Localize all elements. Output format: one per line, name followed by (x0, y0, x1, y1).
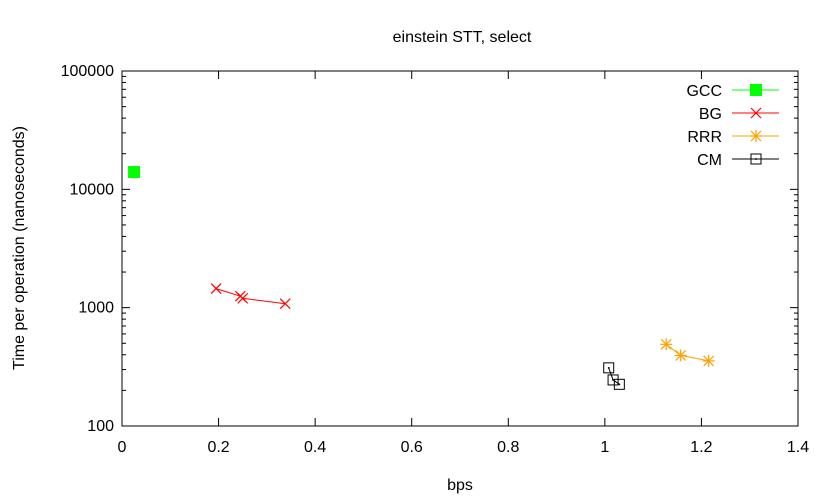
data-point (237, 292, 249, 304)
y-axis-label: Time per operation (nanoseconds) (11, 126, 28, 370)
x-tick-label: 1.4 (787, 439, 809, 456)
x-axis-label: bps (447, 477, 473, 494)
y-axis: 100 1000 10000 100000 (61, 63, 798, 435)
data-point (674, 349, 687, 362)
series-gcc (128, 166, 141, 179)
legend-marker (750, 107, 762, 119)
data-point (128, 166, 141, 179)
legend-label: CM (697, 152, 722, 169)
x-tick-label: 0.4 (304, 439, 326, 456)
y-tick-label: 1000 (78, 300, 114, 317)
x-tick-label: 1 (600, 439, 609, 456)
y-tick-label: 100000 (61, 63, 114, 80)
x-tick-label: 0.2 (207, 439, 229, 456)
y-tick-label: 10000 (70, 181, 115, 198)
x-tick-label: 0 (118, 439, 127, 456)
x-tick-label: 1.2 (690, 439, 712, 456)
y-tick-label: 100 (87, 418, 114, 435)
series-layer (128, 166, 715, 390)
series-cm (603, 362, 625, 390)
data-point (603, 362, 615, 374)
x-tick-label: 0.6 (401, 439, 423, 456)
plot-frame (121, 70, 799, 427)
series-rrr (660, 338, 715, 367)
legend-label: BG (699, 106, 722, 123)
legend-label: GCC (686, 83, 722, 100)
data-point (702, 354, 715, 367)
legend-marker (750, 153, 762, 165)
series-bg (210, 283, 291, 310)
data-point (279, 298, 291, 310)
legend-marker (750, 84, 762, 96)
legend-marker (750, 130, 762, 142)
chart-title: einstein STT, select (393, 29, 532, 46)
data-point (210, 283, 222, 294)
legend: GCC BG RRR CM (686, 83, 779, 169)
data-point (613, 378, 625, 390)
x-tick-label: 0.8 (497, 439, 519, 456)
series-line (665, 343, 709, 362)
series-line (216, 288, 286, 305)
legend-label: RRR (687, 129, 722, 146)
data-point (660, 338, 673, 351)
data-point (607, 374, 619, 386)
x-axis: 0 0.2 0.4 0.6 0.8 1 1.2 1.4 (118, 71, 809, 456)
